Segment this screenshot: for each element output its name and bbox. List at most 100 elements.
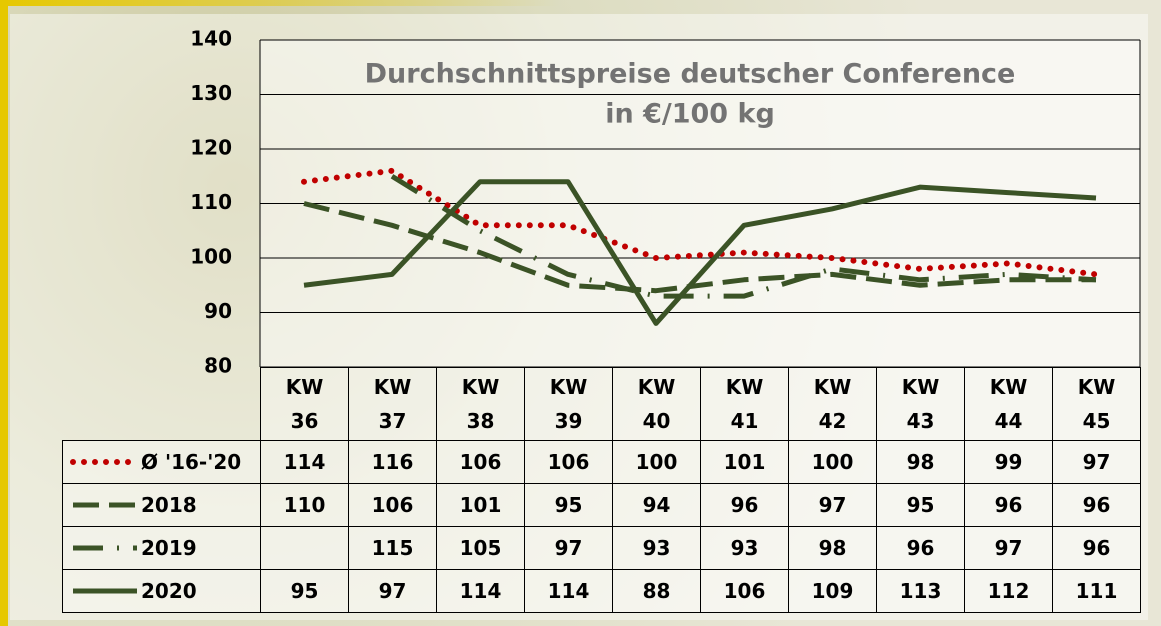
legend-entry: 2020	[63, 579, 260, 603]
value-cell	[260, 526, 349, 570]
x-tick-label: KW 37	[373, 375, 412, 433]
value-cell: 96	[1052, 526, 1141, 570]
x-tick-label: KW 45	[1077, 375, 1116, 433]
legend-entry: 2019	[63, 536, 260, 560]
value-cell: 114	[436, 569, 525, 613]
data-label: 106	[547, 450, 590, 474]
category-cell: KW 43	[876, 367, 965, 441]
value-cell: 96	[700, 483, 789, 527]
data-label: 93	[642, 536, 671, 560]
x-tick-label: KW 42	[813, 375, 852, 433]
y-tick-label: 80	[204, 354, 232, 378]
category-cell: KW 36	[260, 367, 349, 441]
data-label: 93	[730, 536, 759, 560]
value-cell: 106	[348, 483, 437, 527]
value-cell: 106	[524, 440, 613, 484]
value-cell: 109	[788, 569, 877, 613]
value-cell: 114	[260, 440, 349, 484]
x-tick-label: KW 38	[461, 375, 500, 433]
y-tick-label: 90	[204, 299, 232, 323]
legend-label: 2019	[141, 536, 197, 560]
x-tick-label: KW 44	[989, 375, 1028, 433]
value-cell: 88	[612, 569, 701, 613]
value-cell: 96	[876, 526, 965, 570]
category-cell: KW 37	[348, 367, 437, 441]
y-tick-label: 120	[190, 136, 232, 160]
category-cell: KW 44	[964, 367, 1053, 441]
y-tick-label: 140	[190, 27, 232, 51]
legend-swatch	[73, 502, 137, 508]
data-label: 95	[290, 579, 319, 603]
legend-entry: 2018	[63, 493, 260, 517]
value-cell: 94	[612, 483, 701, 527]
value-cell: 97	[964, 526, 1053, 570]
data-label: 100	[635, 450, 678, 474]
data-label: 111	[1075, 579, 1118, 603]
legend-label: Ø '16-'20	[141, 450, 242, 474]
data-label: 97	[378, 579, 407, 603]
x-tick-label: KW 43	[901, 375, 940, 433]
data-label: 101	[459, 493, 502, 517]
data-label: 106	[371, 493, 414, 517]
legend-cell: 2019	[62, 526, 261, 570]
data-label: 96	[1082, 493, 1111, 517]
chart-title: Durchschnittspreise deutscher Conference	[365, 59, 1016, 90]
data-label: 96	[1082, 536, 1111, 560]
data-label: 116	[371, 450, 414, 474]
legend-label: 2018	[141, 493, 197, 517]
x-tick-label: KW 36	[285, 375, 324, 433]
data-label: 100	[811, 450, 854, 474]
legend-cell: 2018	[62, 483, 261, 527]
chart-subtitle: in €/100 kg	[605, 99, 775, 130]
accent-strip	[0, 0, 8, 626]
accent-strip	[0, 0, 560, 6]
value-cell: 96	[964, 483, 1053, 527]
value-cell: 99	[964, 440, 1053, 484]
value-cell: 93	[612, 526, 701, 570]
value-cell: 93	[700, 526, 789, 570]
value-cell: 114	[524, 569, 613, 613]
series-line	[303, 201, 1096, 294]
legend-swatch	[73, 588, 137, 594]
value-cell: 98	[876, 440, 965, 484]
value-cell: 116	[348, 440, 437, 484]
data-label: 115	[371, 536, 414, 560]
series-line	[390, 174, 1097, 299]
data-label: 106	[459, 450, 502, 474]
data-label: 97	[818, 493, 847, 517]
value-cell: 97	[788, 483, 877, 527]
series-row: 2020 95 97 114 114 88 106 109 113 112 111	[62, 569, 1141, 613]
category-cell: KW 45	[1052, 367, 1141, 441]
series-row: 2018 110 106 101 95 94 96 97 95 96 96	[62, 483, 1141, 527]
y-tick-label: 100	[190, 245, 232, 269]
data-label: 95	[906, 493, 935, 517]
value-cell: 115	[348, 526, 437, 570]
data-label: 97	[1082, 450, 1111, 474]
value-cell: 98	[788, 526, 877, 570]
data-label: 101	[723, 450, 766, 474]
x-tick-label: KW 40	[637, 375, 676, 433]
x-tick-label: KW 39	[549, 375, 588, 433]
series-line	[301, 167, 1099, 278]
data-label: 88	[642, 579, 671, 603]
data-label: 114	[283, 450, 326, 474]
category-cell: KW 41	[700, 367, 789, 441]
value-cell: 95	[876, 483, 965, 527]
series-row: Ø '16-'20 114 116 106 106 100 101 100 98 99 97	[62, 440, 1141, 484]
value-cell: 97	[348, 569, 437, 613]
legend-swatch	[73, 545, 137, 551]
data-label: 105	[459, 536, 502, 560]
data-label: 114	[547, 579, 590, 603]
category-cell: KW 40	[612, 367, 701, 441]
data-label: 99	[994, 450, 1023, 474]
legend-label: 2020	[141, 579, 197, 603]
legend-cell: Ø '16-'20	[62, 440, 261, 484]
category-cell: KW 42	[788, 367, 877, 441]
data-label: 109	[811, 579, 854, 603]
data-label: 110	[283, 493, 326, 517]
y-tick-label: 130	[190, 81, 232, 105]
value-cell: 112	[964, 569, 1053, 613]
corner-cell	[63, 368, 261, 441]
data-label: 94	[642, 493, 671, 517]
